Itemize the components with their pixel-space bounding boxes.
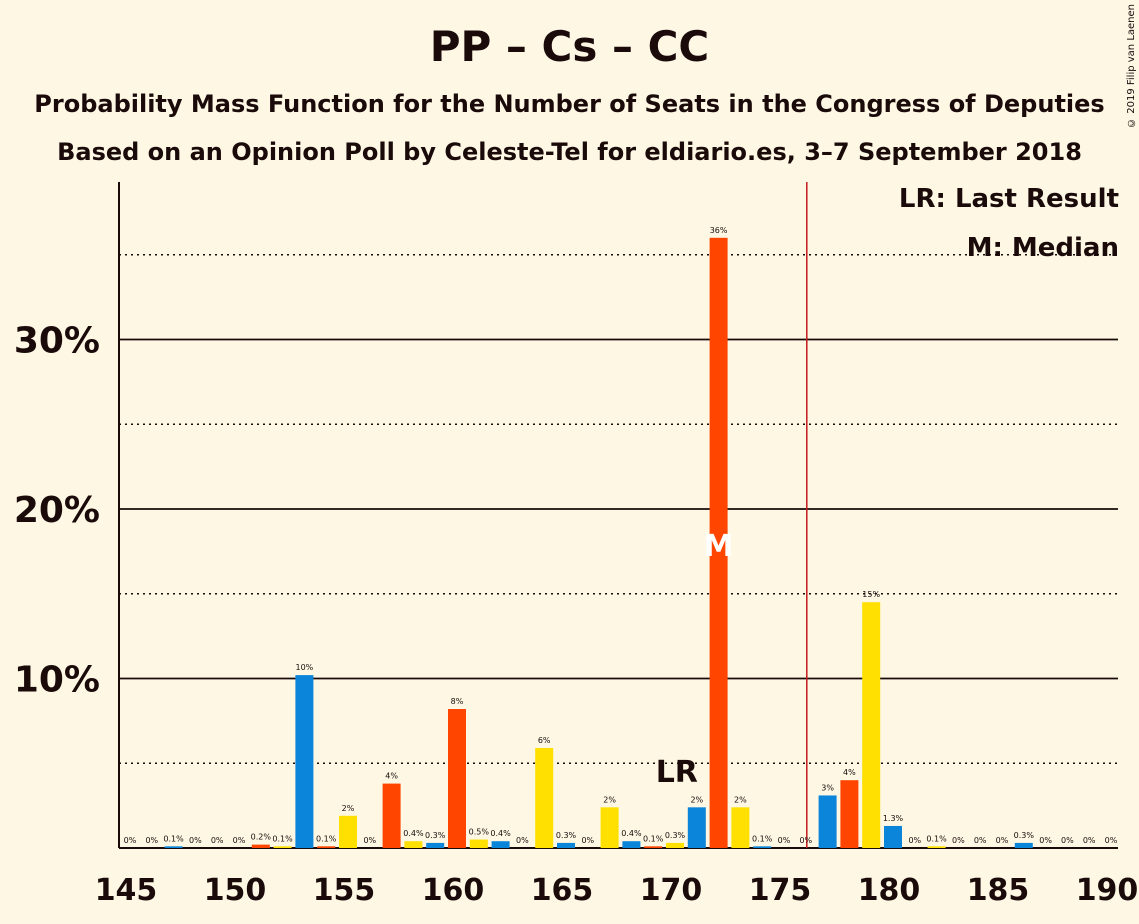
bar-value-label: 0% [908, 836, 921, 845]
bar-value-label: 0% [211, 836, 224, 845]
bar-value-label: 0% [581, 836, 594, 845]
bar [164, 846, 183, 848]
bar-value-label: 0% [189, 836, 202, 845]
bar-value-label: 0% [1105, 836, 1118, 845]
bar [644, 846, 663, 848]
x-tick-label: 175 [749, 873, 812, 908]
bar [404, 841, 423, 848]
bar-value-label: 0.4% [621, 829, 642, 838]
bar-value-label: 2% [603, 795, 616, 804]
bar [251, 844, 270, 848]
bar-value-label: 8% [451, 697, 464, 706]
bar [469, 839, 488, 848]
legend-last-result: LR: Last Result [898, 184, 1119, 214]
chart-subtitle-2: Based on an Opinion Poll by Celeste-Tel … [57, 138, 1082, 166]
bar [448, 709, 466, 848]
x-tick-label: 160 [422, 873, 485, 908]
bar [622, 841, 641, 848]
bar [818, 795, 837, 848]
bar-value-label: 2% [690, 795, 703, 804]
chart-subtitle-1: Probability Mass Function for the Number… [34, 90, 1105, 118]
legend-median: M: Median [966, 233, 1119, 263]
bar-value-label: 2% [342, 804, 355, 813]
bar-value-label: 0.3% [556, 831, 577, 840]
bar-value-label: 0% [952, 836, 965, 845]
bar-value-label: 0% [974, 836, 987, 845]
x-tick-label: 165 [531, 873, 594, 908]
bar-value-label: 0.1% [163, 834, 184, 843]
bar-value-label: 0.1% [272, 834, 293, 843]
bar [862, 602, 881, 848]
bar-value-label: 36% [710, 226, 728, 235]
bar-value-label: 0.5% [469, 828, 490, 837]
bar-value-label: 0% [1061, 836, 1074, 845]
bar [535, 747, 554, 848]
bar [840, 780, 859, 848]
bar-value-label: 0% [124, 836, 137, 845]
bar-value-label: 0.1% [316, 834, 337, 843]
y-tick-label: 20% [14, 490, 100, 531]
x-tick-label: 145 [95, 873, 158, 908]
bar [491, 841, 510, 848]
bar-value-label: 4% [843, 768, 856, 777]
bar [1014, 842, 1033, 848]
bar [731, 807, 750, 848]
y-tick-label: 30% [14, 321, 100, 362]
bar [687, 807, 706, 848]
bar-value-label: 0% [799, 836, 812, 845]
bar-value-label: 0% [516, 836, 529, 845]
bar [753, 846, 772, 848]
y-tick-label: 10% [14, 660, 100, 701]
last-result-marker: LR [656, 755, 698, 790]
bar-value-label: 0.3% [425, 831, 446, 840]
bar [600, 807, 619, 848]
bar-value-label: 10% [296, 663, 314, 672]
bar-value-label: 0% [778, 836, 791, 845]
bar-value-label: 0% [996, 836, 1009, 845]
bar [666, 842, 684, 848]
bar [317, 846, 336, 848]
bar [557, 842, 575, 848]
bar-value-label: 0.1% [926, 834, 947, 843]
bar-value-label: 0.3% [1014, 831, 1035, 840]
bar-value-label: 0% [1039, 836, 1052, 845]
x-tick-label: 170 [640, 873, 703, 908]
x-tick-label: 190 [1076, 873, 1139, 908]
bar [273, 846, 292, 848]
bar-value-label: 3% [821, 783, 834, 792]
bar-value-label: 0.4% [403, 829, 424, 838]
bar-value-label: 0.1% [752, 834, 773, 843]
bar [884, 825, 902, 848]
bar-value-label: 2% [734, 795, 747, 804]
bar-value-label: 15% [862, 590, 880, 599]
x-tick-label: 150 [204, 873, 267, 908]
x-tick-label: 185 [967, 873, 1030, 908]
bar-value-label: 0% [233, 836, 246, 845]
bar [382, 783, 401, 848]
bar [426, 842, 445, 848]
bar-value-label: 0% [145, 836, 158, 845]
bar [295, 675, 314, 848]
x-tick-label: 180 [858, 873, 921, 908]
chart-title: PP – Cs – CC [429, 22, 710, 71]
bar-value-label: 1.3% [883, 814, 904, 823]
bar-value-label: 4% [385, 772, 398, 781]
bar-value-label: 0% [1083, 836, 1096, 845]
x-tick-label: 155 [313, 873, 376, 908]
bar-value-label: 0% [363, 836, 376, 845]
bar [927, 846, 946, 848]
bar-value-label: 0.2% [251, 833, 272, 842]
bar-value-label: 6% [538, 736, 551, 745]
bar-value-label: 0.1% [643, 834, 664, 843]
bar-value-label: 0.3% [665, 831, 686, 840]
bar [339, 815, 357, 848]
median-marker: M [704, 529, 734, 564]
bar [709, 237, 728, 849]
bar-value-label: 0.4% [490, 829, 511, 838]
